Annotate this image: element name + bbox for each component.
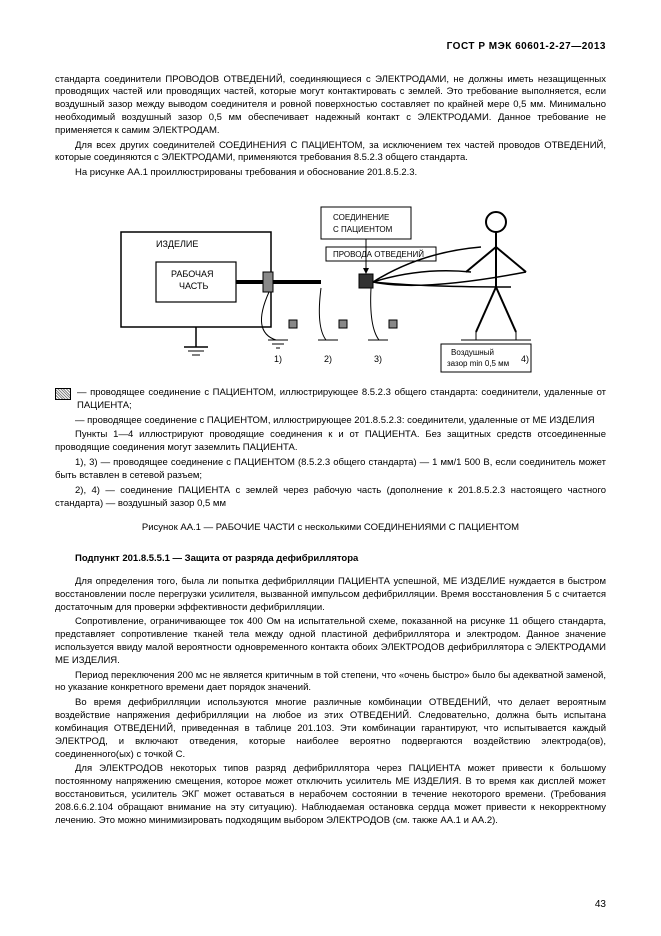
num-3: 3) [374, 354, 382, 364]
legend-2-text: — проводящее соединение с ПАЦИЕНТОМ, илл… [75, 415, 606, 428]
para-3: На рисунке АА.1 проиллюстрированы требов… [55, 167, 606, 180]
num-4: 4) [521, 354, 529, 364]
figure-caption: Рисунок АА.1 — РАБОЧИЕ ЧАСТИ с нескольки… [55, 522, 606, 535]
para-1: стандарта соединители ПРОВОДОВ ОТВЕДЕНИЙ… [55, 74, 606, 138]
para-8: Сопротивление, ограничивающее ток 400 Ом… [55, 616, 606, 667]
label-conn2: С ПАЦИЕНТОМ [333, 225, 393, 234]
legend-1-text: — проводящее соединение с ПАЦИЕНТОМ, илл… [77, 387, 606, 413]
subheading: Подпункт 201.8.5.5.1 — Защита от разряда… [75, 553, 606, 566]
label-chast: ЧАСТЬ [179, 281, 209, 291]
para-11: Для ЭЛЕКТРОДОВ некоторых типов разряд де… [55, 763, 606, 827]
para-2: Для всех других соединителей СОЕДИНЕНИЯ … [55, 140, 606, 166]
para-5: 1), 3) — проводящее соединение с ПАЦИЕНТ… [55, 457, 606, 483]
para-4: Пункты 1—4 иллюстрируют проводящие соеди… [55, 429, 606, 455]
label-rabochaya: РАБОЧАЯ [171, 269, 214, 279]
airgap1: Воздушный [451, 348, 494, 357]
airgap2: зазор min 0,5 мм [447, 359, 509, 368]
label-izdelie: ИЗДЕЛИЕ [156, 239, 198, 249]
para-9: Период переключения 200 мс не является к… [55, 670, 606, 696]
label-provoda: ПРОВОДА ОТВЕДЕНИЙ [333, 250, 424, 259]
legend-icon-hatched [55, 388, 71, 400]
num-1: 1) [274, 354, 282, 364]
page-header: ГОСТ Р МЭК 60601-2-27—2013 [55, 40, 606, 54]
legend-2: — проводящее соединение с ПАЦИЕНТОМ, илл… [55, 415, 606, 428]
label-conn1: СОЕДИНЕНИЕ [333, 213, 389, 222]
para-7: Для определения того, была ли попытка де… [55, 576, 606, 614]
page-number: 43 [595, 898, 606, 912]
num-2: 2) [324, 354, 332, 364]
legend-1: — проводящее соединение с ПАЦИЕНТОМ, илл… [55, 387, 606, 413]
para-10: Во время дефибрилляции используются мног… [55, 697, 606, 761]
figure-aa1-diagram: ИЗДЕЛИЕ РАБОЧАЯ ЧАСТЬ СОЕДИНЕНИЕ С ПАЦИЕ… [101, 192, 561, 377]
para-6: 2), 4) — соединение ПАЦИЕНТА с землей че… [55, 485, 606, 511]
